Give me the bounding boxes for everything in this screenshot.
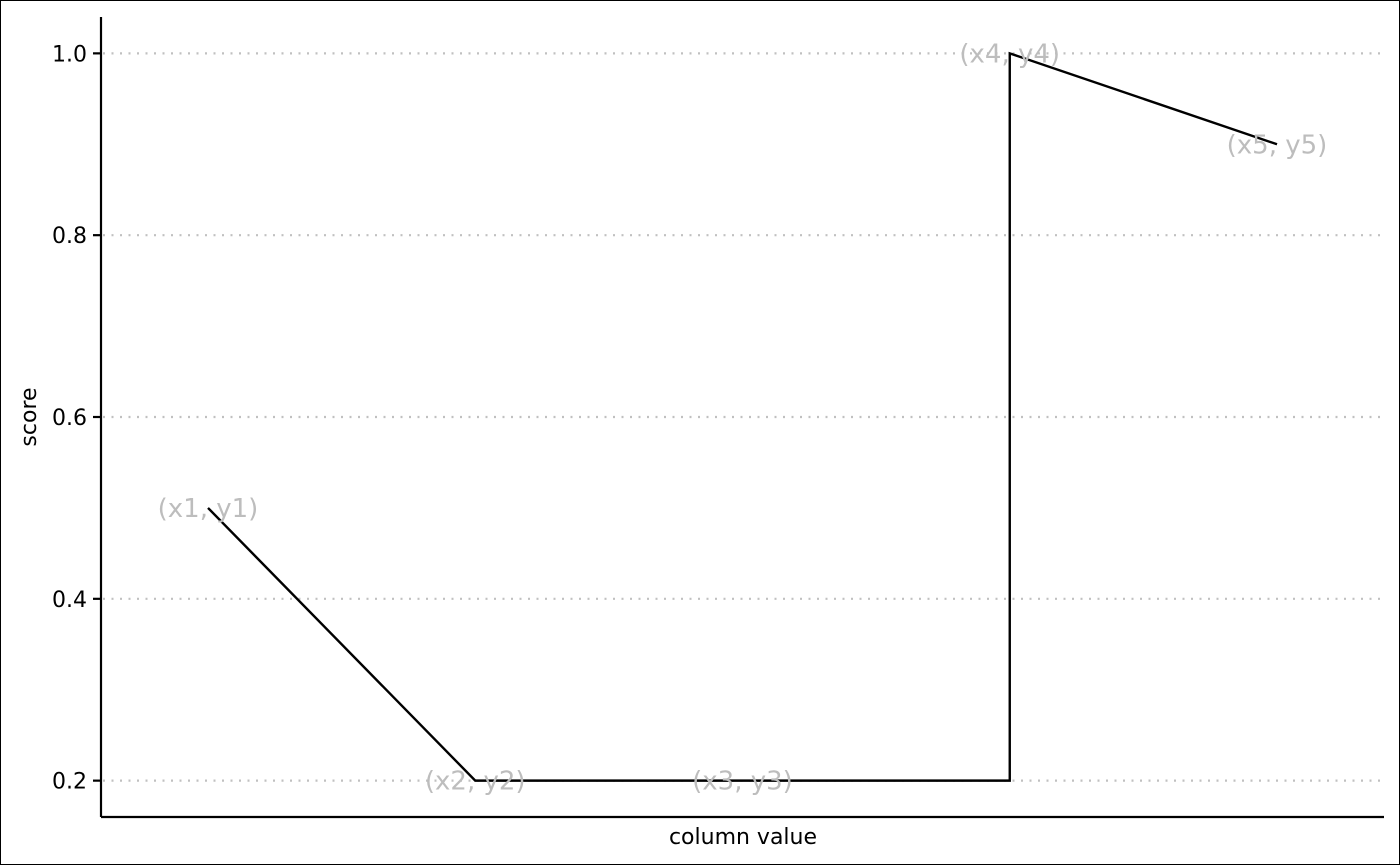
point-label: (x5, y5) xyxy=(1227,130,1328,160)
series xyxy=(207,51,1278,782)
point-label: (x4, y4) xyxy=(959,39,1060,69)
series-line xyxy=(207,51,1278,782)
y-tick-label: 1.0 xyxy=(52,42,87,67)
y-tick-label: 0.6 xyxy=(52,406,87,431)
point-label: (x2, y2) xyxy=(425,767,526,797)
y-axis-title: score xyxy=(17,387,42,446)
x-axis-title: column value xyxy=(669,825,817,850)
y-tick-label: 0.4 xyxy=(52,588,87,613)
point-label: (x3, y3) xyxy=(692,767,793,797)
point-label: (x1, y1) xyxy=(158,494,259,524)
y-tick-label: 0.2 xyxy=(52,770,87,795)
y-tick-label: 0.8 xyxy=(52,224,87,249)
gridlines xyxy=(103,52,1384,782)
axes: 0.2 0.4 0.6 0.8 1.0 xyxy=(52,17,1384,819)
point-labels: (x1, y1) (x2, y2) (x3, y3) (x4, y4) (x5, y5) xyxy=(158,39,1328,796)
